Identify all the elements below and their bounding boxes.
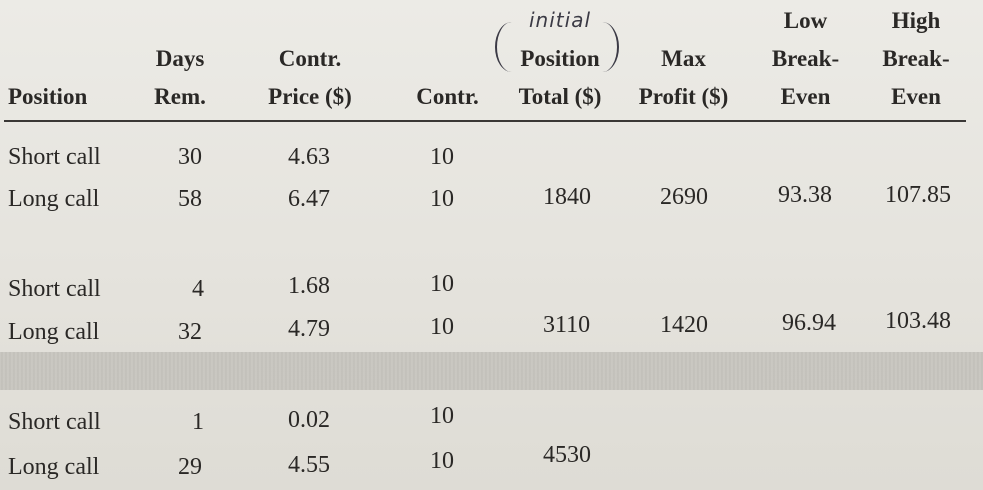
cell-low-breakeven: 93.38: [778, 182, 832, 208]
handwritten-bracket: [495, 22, 619, 72]
cell-price: 4.63: [288, 144, 330, 170]
cell-days: 4: [192, 276, 204, 302]
cell-contr: 10: [430, 144, 454, 170]
cell-position-total: 1840: [543, 184, 591, 210]
header-position: Position: [8, 78, 87, 116]
header-high-line2: Break-: [882, 46, 950, 71]
cell-high-breakeven: 103.48: [885, 308, 951, 334]
header-contr-price: Contr. Price ($): [250, 40, 370, 116]
cell-max-profit: 2690: [660, 184, 708, 210]
cell-position: Short call: [8, 144, 101, 170]
cell-price: 0.02: [288, 407, 330, 433]
cell-price: 4.79: [288, 316, 330, 342]
cell-price: 4.55: [288, 452, 330, 478]
header-high-line1: High: [891, 8, 941, 33]
header-maxprofit-line2: Profit ($): [638, 84, 729, 109]
header-price-line1: Contr.: [278, 46, 342, 71]
header-low-breakeven: Low Break- Even: [758, 2, 853, 116]
cell-days: 30: [178, 144, 202, 170]
header-contr-label: Contr.: [416, 84, 479, 109]
cell-contr: 10: [430, 403, 454, 429]
cell-contr: 10: [430, 314, 454, 340]
header-high-line3: Even: [891, 84, 941, 109]
cell-contr: 10: [430, 186, 454, 212]
cell-position: Long call: [8, 319, 100, 345]
cell-position: Long call: [8, 454, 100, 480]
cell-contr: 10: [430, 448, 454, 474]
cell-max-profit: 1420: [660, 312, 708, 338]
header-days-line2: Rem.: [154, 84, 206, 109]
cell-position: Long call: [8, 186, 100, 212]
cell-price: 6.47: [288, 186, 330, 212]
cell-days: 1: [192, 409, 204, 435]
header-days-line1: Days: [155, 46, 205, 71]
header-rule: [4, 120, 966, 122]
header-position-label: Position: [8, 84, 88, 109]
cell-position-total: 3110: [543, 312, 591, 338]
cell-price: 1.68: [288, 273, 330, 299]
header-price-line2: Price ($): [268, 84, 352, 109]
cell-contr: 10: [430, 271, 454, 297]
header-low-line2: Break-: [771, 46, 840, 71]
header-contr: Contr.: [400, 78, 495, 116]
header-max-profit: Max Profit ($): [626, 40, 741, 116]
cell-low-breakeven: 96.94: [782, 310, 836, 336]
header-total-line2: Total ($): [518, 84, 602, 109]
header-position-total: Position Total ($): [500, 40, 620, 116]
header-total-line1: Position: [520, 46, 600, 71]
cell-days: 58: [178, 186, 202, 212]
header-days-rem: Days Rem.: [140, 40, 220, 116]
cell-days: 29: [178, 454, 202, 480]
cell-days: 32: [178, 319, 202, 345]
header-low-line1: Low: [783, 8, 828, 33]
cell-position: Short call: [8, 409, 101, 435]
header-low-line3: Even: [780, 84, 831, 109]
header-maxprofit-line1: Max: [661, 46, 706, 71]
cell-high-breakeven: 107.85: [885, 182, 951, 208]
gray-band: [0, 352, 983, 390]
cell-position-total: 4530: [543, 442, 591, 468]
handwritten-initial: initial: [529, 8, 591, 32]
cell-position: Short call: [8, 276, 101, 302]
header-high-breakeven: High Break- Even: [866, 2, 966, 116]
